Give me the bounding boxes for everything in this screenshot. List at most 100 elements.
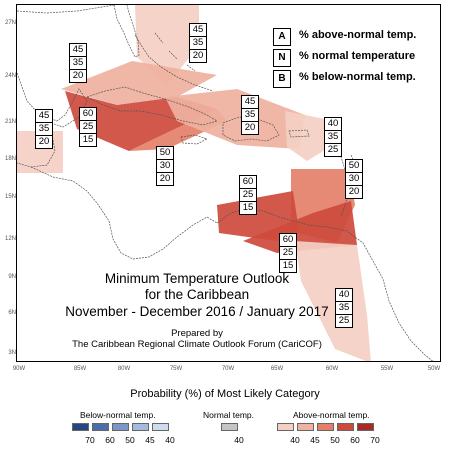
longitude-label: 55W — [380, 366, 394, 372]
probability-above-guianas: 40 — [336, 289, 352, 302]
probability-below-yucatan-belize: 20 — [38, 136, 50, 147]
coastline-central-america — [30, 166, 218, 260]
probability-above-gulf-west: 45 — [70, 44, 86, 57]
probability-normal-gulf-west: 35 — [70, 57, 86, 70]
longitude-label: 80W — [117, 366, 131, 372]
probability-box-cayman-jamaica: 50 30 20 — [156, 146, 174, 186]
legend-swatch-below — [112, 423, 129, 431]
map-title-line2: for the Caribbean — [144, 287, 250, 302]
legend-swatch-above — [357, 423, 374, 431]
probability-box-southern-caribbean: 60 25 15 — [239, 175, 257, 215]
legend-tick-above: 70 — [370, 435, 380, 445]
legend-swatch-above — [277, 423, 294, 431]
legend-swatch-below — [132, 423, 149, 431]
map-title-line1: Minimum Temperature Outlook — [104, 271, 290, 286]
latitude-label: 24N — [4, 73, 16, 79]
probability-box-guianas: 40 35 25 — [335, 288, 353, 328]
longitude-label: 90W — [12, 366, 26, 372]
legend-tick-below: 60 — [105, 435, 115, 445]
probability-below-cayman-jamaica: 20 — [159, 173, 171, 184]
coastline-bahamas — [134, 32, 214, 92]
probability-below-southern-caribbean: 15 — [242, 202, 254, 213]
key-letter: A — [273, 28, 291, 46]
probability-above-bahamas: 45 — [190, 24, 206, 37]
legend-tick-below: 45 — [145, 435, 155, 445]
latitude-label: 18N — [4, 156, 16, 162]
probability-normal-guianas: 35 — [336, 302, 352, 315]
latitude-label: 3N — [8, 350, 16, 356]
latitude-label: 15N — [4, 194, 16, 200]
map-title-block: Minimum Temperature Outlook for the Cari… — [37, 271, 357, 350]
probability-box-trinidad-venezuela: 60 25 15 — [279, 233, 297, 273]
legend-tick-below: 50 — [125, 435, 135, 445]
key-description: % normal temperature — [299, 50, 416, 62]
forecast-region-trinidad-venezuela — [243, 201, 357, 253]
probability-normal-northern-leewards: 35 — [325, 131, 341, 144]
longitude-label: 75W — [169, 366, 183, 372]
forecast-region-guianas — [295, 241, 371, 361]
key-description: % below-normal temp. — [299, 71, 416, 83]
legend-swatch-below — [72, 423, 89, 431]
probability-below-bahamas: 20 — [192, 50, 204, 61]
latitude-label: 27N — [4, 20, 16, 26]
coastline-gulf — [17, 5, 115, 14]
legend-swatch-above — [297, 423, 314, 431]
probability-normal-southern-caribbean: 25 — [240, 189, 256, 202]
latitude-label: 12N — [4, 236, 16, 242]
legend-swatch-below — [92, 423, 109, 431]
legend-group-label-above: Above-normal temp. — [293, 410, 370, 420]
probability-normal-trinidad-venezuela: 25 — [280, 247, 296, 260]
probability-normal-bahamas: 35 — [190, 37, 206, 50]
prepared-by-label: Prepared by — [171, 328, 223, 339]
key-description: % above-normal temp. — [299, 29, 417, 41]
probability-box-northern-leewards: 40 35 25 — [324, 117, 342, 157]
probability-below-greater-antilles-east: 20 — [244, 122, 256, 133]
probability-box-yucatan-belize: 45 35 20 — [35, 109, 53, 149]
forecast-regions — [17, 5, 371, 361]
latitude-label: 9N — [8, 274, 16, 280]
longitude-label: 85W — [73, 366, 87, 372]
longitude-label: 60W — [325, 366, 339, 372]
probability-box-greater-antilles-east: 45 35 20 — [241, 95, 259, 135]
latitude-label: 6N — [8, 310, 16, 316]
legend-title: Probability (%) of Most Likely Category — [130, 388, 320, 400]
coastline-south-america — [216, 208, 434, 361]
legend-tick-normal: 40 — [234, 435, 244, 445]
probability-above-greater-antilles-east: 45 — [242, 96, 258, 109]
prepared-by-organisation: The Caribbean Regional Climate Outlook F… — [72, 339, 322, 350]
legend-swatch-normal — [221, 423, 238, 431]
forecast-region-greater-antilles-east — [165, 89, 305, 149]
longitude-label: 50W — [427, 366, 441, 372]
probability-normal-yucatan-belize: 35 — [36, 123, 52, 136]
coastline-mexico — [17, 72, 88, 168]
coastline-florida — [113, 5, 140, 58]
map-panel: 45 35 20 45 35 20 45 35 20 60 25 15 50 30 20 45 35 20 40 35… — [16, 4, 441, 362]
probability-box-gulf-west: 45 35 20 — [69, 43, 87, 83]
probability-below-gulf-west: 20 — [72, 70, 84, 81]
latitude-label: 21N — [4, 119, 16, 125]
coastline-puerto-rico — [288, 129, 310, 138]
key-letter: B — [273, 70, 291, 88]
probability-box-cuba-west: 60 25 15 — [79, 107, 97, 147]
legend-group-label-normal: Normal temp. — [203, 410, 255, 420]
probability-normal-lesser-antilles: 30 — [346, 173, 362, 186]
forecast-region-gulf-west — [61, 61, 217, 105]
legend-tick-below: 70 — [85, 435, 95, 445]
longitude-label: 70W — [221, 366, 235, 372]
legend-swatch-above — [337, 423, 354, 431]
probability-above-northern-leewards: 40 — [325, 118, 341, 131]
legend-tick-above: 40 — [290, 435, 300, 445]
probability-box-lesser-antilles: 50 30 20 — [345, 159, 363, 199]
coastline-hispaniola — [222, 116, 280, 142]
legend-group-label-below: Below-normal temp. — [80, 410, 156, 420]
probability-box-bahamas: 45 35 20 — [189, 23, 207, 63]
probability-normal-cuba-west: 25 — [80, 121, 96, 134]
legend-tick-below: 40 — [165, 435, 175, 445]
legend-tick-above: 45 — [310, 435, 320, 445]
probability-below-northern-leewards: 25 — [327, 144, 339, 155]
probability-below-lesser-antilles: 20 — [348, 186, 360, 197]
map-title-period: November - December 2016 / January 2017 — [65, 304, 329, 319]
probability-below-guianas: 25 — [338, 315, 350, 326]
probability-normal-cayman-jamaica: 30 — [157, 160, 173, 173]
longitude-label: 65W — [270, 366, 284, 372]
